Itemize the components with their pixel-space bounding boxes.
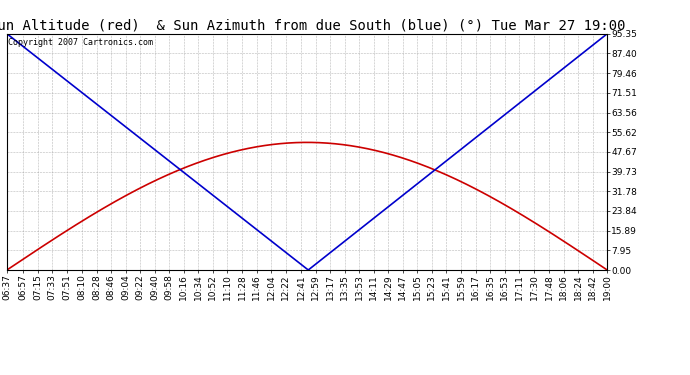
Text: Copyright 2007 Cartronics.com: Copyright 2007 Cartronics.com <box>8 39 153 48</box>
Title: Sun Altitude (red)  & Sun Azimuth from due South (blue) (°) Tue Mar 27 19:00: Sun Altitude (red) & Sun Azimuth from du… <box>0 19 625 33</box>
